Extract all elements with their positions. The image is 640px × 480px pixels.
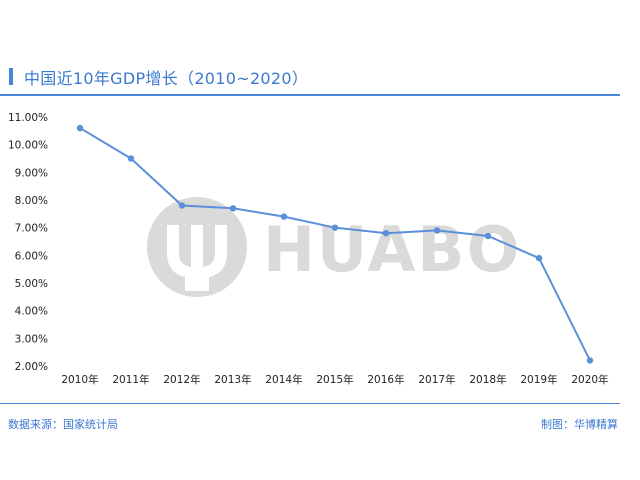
data-point: [127, 155, 135, 162]
y-tick-label: 3.00%: [15, 333, 48, 345]
x-tick-label: 2015年: [316, 373, 353, 386]
x-tick-label: 2011年: [112, 373, 149, 386]
watermark-text: HUABO: [263, 213, 522, 286]
data-source: 数据来源：国家统计局: [8, 418, 118, 431]
gdp-series-line: [79, 127, 591, 361]
chart-credit: 制图：华博精算: [541, 418, 618, 431]
x-tick-label: 2016年: [367, 373, 404, 386]
x-tick-label: 2013年: [214, 373, 251, 386]
data-points: [76, 124, 594, 364]
data-point: [229, 205, 237, 212]
y-tick-label: 4.00%: [15, 306, 48, 318]
footer-divider: [0, 403, 620, 404]
x-tick-label: 2020年: [571, 373, 608, 386]
chart-header: 中国近10年GDP增长（2010~2020）: [0, 62, 640, 98]
data-point: [433, 227, 441, 234]
x-tick-label: 2012年: [163, 373, 200, 386]
data-point: [280, 213, 288, 220]
data-point: [484, 232, 492, 240]
data-point: [76, 124, 84, 132]
data-point: [178, 202, 186, 209]
x-tick-label: 2019年: [520, 373, 557, 386]
x-tick-label: 2014年: [265, 373, 302, 386]
y-tick-label: 8.00%: [15, 195, 48, 207]
y-tick-label: 11.00%: [8, 112, 48, 124]
x-tick-label: 2017年: [418, 373, 455, 386]
page-title: 中国近10年GDP增长（2010~2020）: [24, 69, 309, 88]
y-axis: 2.00% 3.00% 4.00% 5.00% 6.00% 7.00% 8.00% 9.00%…: [8, 112, 48, 373]
huabo-logo-icon: [147, 197, 247, 297]
y-tick-label: 10.00%: [8, 140, 48, 152]
data-point: [535, 254, 543, 262]
data-point: [331, 224, 339, 231]
y-tick-label: 5.00%: [15, 278, 48, 290]
data-point: [586, 357, 594, 364]
data-point: [382, 230, 390, 237]
title-divider: [0, 94, 620, 96]
y-tick-label: 7.00%: [15, 223, 48, 235]
x-axis: 2010年 2011年 2012年 2013年 2014年 2015年 2016年 2017年…: [61, 373, 608, 386]
y-tick-label: 2.00%: [15, 361, 48, 373]
x-tick-label: 2018年: [469, 373, 506, 386]
huabo-watermark: HUABO: [145, 195, 519, 305]
x-tick-label: 2010年: [61, 373, 98, 386]
y-tick-label: 6.00%: [15, 250, 48, 262]
title-accent-bar: [9, 68, 13, 85]
gdp-line-chart: 2.00% 3.00% 4.00% 5.00% 6.00% 7.00% 8.00% 9.00%…: [8, 112, 609, 386]
y-tick-label: 9.00%: [15, 167, 48, 179]
